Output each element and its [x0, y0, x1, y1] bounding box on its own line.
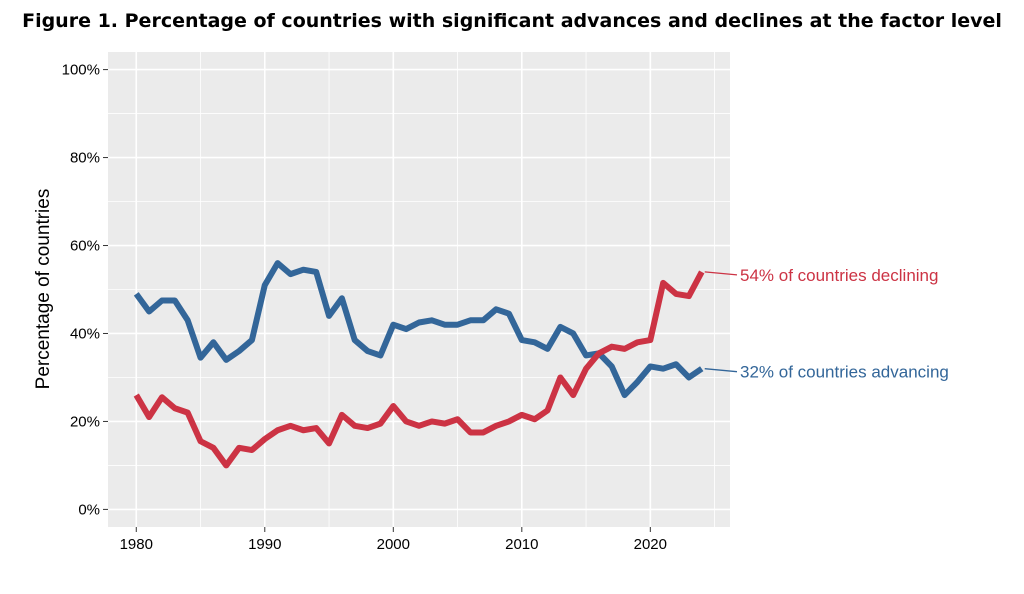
minor-gridlines — [108, 52, 730, 527]
y-tick-label: 0% — [78, 501, 100, 518]
x-tick-label: 2000 — [377, 536, 410, 553]
x-tick-label: 1980 — [120, 536, 153, 553]
y-tick-label: 20% — [70, 413, 100, 430]
chart-title: Figure 1. Percentage of countries with s… — [22, 10, 1002, 32]
x-tick-label: 2010 — [505, 536, 538, 553]
series-line-advancing — [133, 260, 704, 399]
end-label-leader-declining — [704, 271, 738, 276]
y-tick-label: 40% — [70, 325, 100, 342]
x-tick-label: 1990 — [248, 536, 281, 553]
y-tick-label: 60% — [70, 238, 100, 255]
y-tick-label: 80% — [70, 150, 100, 167]
y-axis-label: Percentage of countries — [33, 189, 54, 390]
series-line-declining — [133, 270, 705, 469]
end-label-advancing: 32% of countries advancing — [740, 363, 949, 382]
major-gridlines — [108, 52, 730, 527]
series-layer — [133, 260, 705, 469]
end-labels: 32% of countries advancing 54% of countri… — [704, 266, 949, 382]
axes: 1980 1990 2000 2010 2020 0% 20% 40% 60% 80% 100% — [62, 62, 667, 553]
end-label-declining: 54% of countries declining — [740, 266, 938, 285]
end-label-leader-advancing — [704, 368, 738, 373]
x-tick-label: 2020 — [634, 536, 667, 553]
y-tick-label: 100% — [62, 62, 100, 79]
